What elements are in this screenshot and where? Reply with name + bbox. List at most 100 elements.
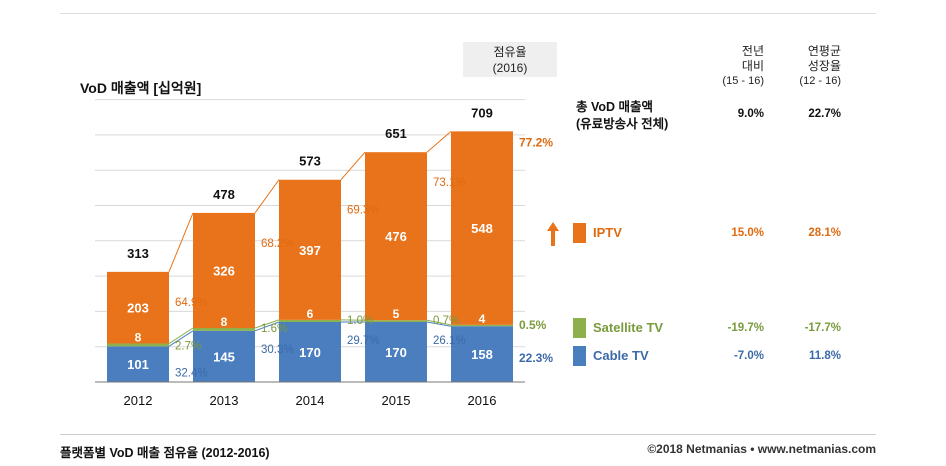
bar-cable-2012	[107, 346, 169, 382]
x-tick-2016: 2016	[468, 393, 497, 408]
x-tick-2012: 2012	[124, 393, 153, 408]
connector-iptv	[254, 179, 280, 214]
bar-iptv-2016	[451, 131, 513, 325]
cagr-header-line3: (12 - 16)	[799, 75, 841, 87]
bar-satellite-2016	[451, 324, 513, 327]
value-label-iptv-2014: 397	[299, 243, 321, 258]
share-label-satellite-2012: 2.7%	[175, 341, 201, 353]
connector-cable	[254, 321, 280, 332]
bar-cable-2014	[279, 321, 341, 382]
bar-cable-2016	[451, 326, 513, 382]
legend-swatch-satellite	[573, 318, 586, 338]
share-label-iptv-2012: 64.9%	[175, 297, 208, 309]
legend-swatch-cable	[573, 346, 586, 366]
value-label-iptv-2013: 326	[213, 263, 235, 278]
total-label-2016: 709	[471, 105, 493, 120]
legend-label-iptv: IPTV	[593, 225, 622, 240]
bar-iptv-2014	[279, 179, 341, 320]
yoy-header-line2: 대비	[741, 59, 764, 73]
total-cagr: 22.7%	[808, 108, 841, 120]
share-label-cable-2012: 32.4%	[175, 367, 208, 379]
total-label-2013: 478	[213, 187, 235, 202]
bar-iptv-2013	[193, 212, 255, 328]
share-label-satellite-2015: 0.7%	[433, 315, 459, 327]
bar-iptv-2015	[365, 152, 427, 321]
connector-satellite	[426, 319, 452, 326]
connector-cable	[168, 330, 194, 347]
total-label-2015: 651	[385, 126, 407, 141]
chart-title: VoD 매출액 [십억원]	[80, 80, 202, 96]
value-label-iptv-2012: 203	[127, 301, 149, 316]
total-label-2014: 573	[299, 154, 321, 169]
share-label-satellite-2014: 1.0%	[347, 315, 373, 327]
connector-iptv	[340, 151, 366, 181]
share-label-cable-2013: 30.3%	[261, 344, 294, 356]
bar-satellite-2013	[193, 327, 255, 331]
value-label-cable-2016: 158	[471, 347, 493, 362]
value-label-satellite-2014: 6	[307, 307, 314, 321]
share-label-cable-2016: 22.3%	[519, 351, 553, 365]
connector-iptv	[426, 130, 452, 153]
share-header-line2: (2016)	[492, 61, 528, 75]
legend-swatch-iptv	[573, 223, 586, 243]
connector-satellite	[254, 319, 280, 329]
yoy-header-line1: 전년	[741, 44, 764, 58]
total-label-line1: 총 VoD 매출액	[576, 100, 654, 114]
total-label-2012: 313	[127, 246, 149, 261]
share-header-line1: 점유율	[493, 45, 527, 59]
yoy-header-line3: (15 - 16)	[722, 75, 764, 87]
iptv-yoy: 15.0%	[731, 227, 764, 239]
share-label-iptv-2015: 73.1%	[433, 177, 466, 189]
x-tick-2013: 2013	[210, 393, 239, 408]
share-label-iptv-2014: 69.3%	[347, 205, 380, 217]
value-label-cable-2013: 145	[213, 349, 235, 364]
value-label-cable-2015: 170	[385, 345, 407, 360]
legend-label-satellite: Satellite TV	[593, 320, 664, 335]
value-label-iptv-2015: 476	[385, 229, 407, 244]
satellite-cagr: -17.7%	[804, 322, 841, 334]
yoy-header: 전년 대비 (15 - 16)	[674, 44, 764, 89]
share-label-satellite-2016: 0.5%	[519, 318, 547, 332]
x-tick-2015: 2015	[382, 393, 411, 408]
share-label-iptv-2016: 77.2%	[519, 135, 553, 149]
value-label-satellite-2015: 5	[393, 307, 400, 321]
bar-cable-2013	[193, 330, 255, 382]
value-label-satellite-2016: 4	[479, 312, 486, 326]
footer-caption: 플랫폼별 VoD 매출 점유율 (2012-2016)	[60, 446, 270, 460]
bar-cable-2015	[365, 321, 427, 382]
value-label-satellite-2013: 8	[221, 315, 228, 329]
bar-satellite-2012	[107, 343, 169, 347]
connector-satellite	[168, 327, 194, 344]
share-label-cable-2015: 26.1%	[433, 335, 466, 347]
up-arrow-icon	[547, 222, 559, 246]
vod-stacked-bar-chart: 101 8 203 313 2012 145 8 326 478 2013 170 6 397 573 20…	[95, 99, 553, 408]
cagr-header-line1: 연평균	[807, 44, 841, 58]
share-label-satellite-2013: 1.6%	[261, 323, 287, 335]
cagr-header-line2: 성장율	[807, 59, 841, 73]
iptv-cagr: 28.1%	[808, 227, 841, 239]
cagr-header: 연평균 성장율 (12 - 16)	[751, 44, 841, 89]
bottom-divider	[60, 434, 876, 435]
connector-cable	[426, 321, 452, 327]
connector-iptv	[168, 212, 194, 273]
footer-copyright: ©2018 Netmanias • www.netmanias.com	[647, 442, 876, 456]
bar-iptv-2012	[107, 271, 169, 344]
value-label-cable-2014: 170	[299, 345, 321, 360]
share-header: 점유율 (2016)	[463, 42, 557, 77]
bar-satellite-2014	[279, 319, 341, 322]
x-tick-2014: 2014	[296, 393, 325, 408]
cable-yoy: -7.0%	[733, 350, 764, 362]
bar-satellite-2015	[365, 320, 427, 322]
value-label-cable-2012: 101	[127, 357, 149, 372]
share-label-cable-2014: 29.7%	[347, 335, 380, 347]
share-label-iptv-2013: 68.2%	[261, 238, 294, 250]
total-label-line2: (유료방송사 전체)	[576, 117, 669, 131]
satellite-yoy: -19.7%	[727, 322, 764, 334]
legend-label-cable: Cable TV	[593, 348, 649, 363]
value-label-iptv-2016: 548	[471, 221, 493, 236]
value-label-satellite-2012: 8	[135, 331, 142, 345]
cable-cagr: 11.8%	[809, 350, 841, 362]
top-divider	[60, 13, 876, 14]
total-yoy: 9.0%	[737, 108, 764, 120]
total-label: 총 VoD 매출액 (유료방송사 전체)	[576, 99, 668, 133]
